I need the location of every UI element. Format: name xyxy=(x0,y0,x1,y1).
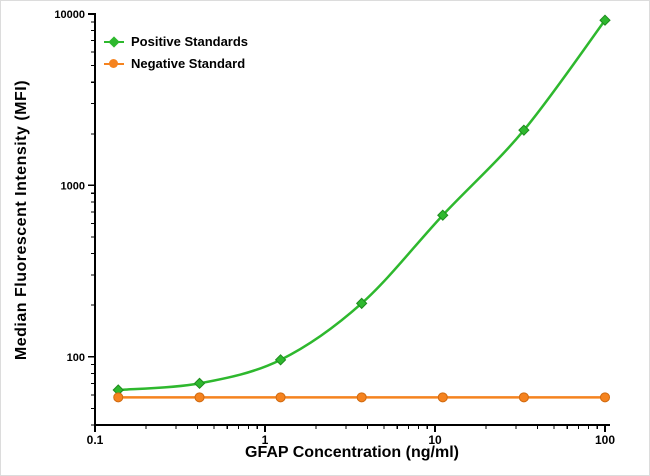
svg-text:0.1: 0.1 xyxy=(87,433,104,447)
legend: Positive Standards Negative Standard xyxy=(104,34,248,71)
circle-marker-icon xyxy=(109,59,118,68)
svg-text:100: 100 xyxy=(67,352,85,364)
svg-text:1: 1 xyxy=(262,433,269,447)
legend-label-positive-standards: Positive Standards xyxy=(131,34,249,49)
svg-text:10000: 10000 xyxy=(54,9,85,21)
diamond-marker-icon xyxy=(108,35,120,48)
x-axis-title: GFAP Concentration (ng/ml) xyxy=(245,444,459,461)
positive-series-marker-icon xyxy=(104,35,124,48)
svg-text:10: 10 xyxy=(428,433,442,447)
svg-text:100: 100 xyxy=(595,433,615,447)
y-axis-title: Median Fluorescent Intensity (MFI) xyxy=(13,79,30,361)
negative-series-marker-icon xyxy=(104,58,124,70)
svg-text:1000: 1000 xyxy=(61,180,85,192)
legend-label-negative-standard: Negative Standard xyxy=(131,56,246,71)
legend-item-negative-standard: Negative Standard xyxy=(104,56,248,71)
legend-item-positive-standards: Positive Standards xyxy=(104,34,248,49)
